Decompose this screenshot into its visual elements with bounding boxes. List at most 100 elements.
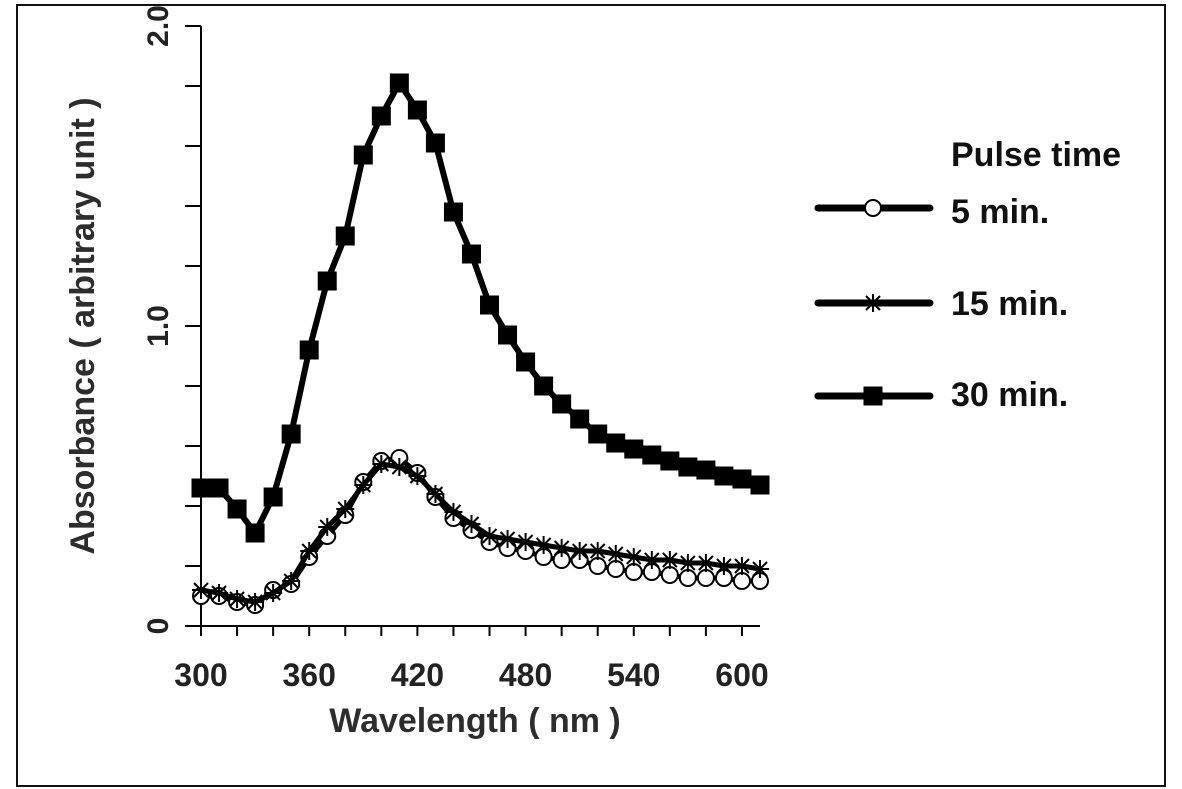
asterisk-stroke	[590, 543, 606, 559]
legend-marker-circle	[864, 199, 882, 217]
asterisk-stroke	[571, 543, 588, 559]
y-tick-label: 1.0	[142, 305, 175, 347]
x-tick-label: 480	[499, 657, 552, 693]
legend-label: 30 min.	[951, 376, 1068, 414]
data-point-30-min-	[299, 340, 319, 360]
data-point-30-min-	[353, 145, 373, 165]
data-point-30-min-	[606, 433, 626, 453]
data-point-15-min-	[552, 539, 571, 557]
data-point-15-min-	[678, 554, 697, 572]
asterisk-stroke	[517, 534, 534, 550]
asterisk-stroke	[716, 558, 732, 574]
data-point-15-min-	[516, 533, 535, 551]
data-point-30-min-	[371, 106, 391, 126]
data-point-30-min-	[317, 271, 337, 291]
data-point-30-min-	[227, 499, 247, 519]
data-point-15-min-	[318, 518, 337, 536]
x-tick-label: 540	[607, 657, 660, 693]
data-point-30-min-	[750, 475, 770, 495]
data-point-30-min-	[660, 451, 680, 471]
asterisk-stroke	[355, 477, 371, 493]
data-point-30-min-	[389, 73, 409, 93]
asterisk-stroke	[734, 558, 750, 574]
asterisk-stroke	[391, 459, 408, 475]
asterisk-stroke	[644, 552, 660, 568]
data-point-15-min-	[606, 545, 625, 563]
asterisk-stroke	[662, 552, 678, 568]
data-point-30-min-	[714, 466, 734, 486]
data-point-30-min-	[624, 439, 644, 459]
data-point-30-min-	[263, 487, 283, 507]
legend-marker-asterisk	[864, 294, 882, 312]
data-point-30-min-	[461, 244, 481, 264]
asterisk-stroke	[698, 555, 714, 571]
data-point-30-min-	[732, 469, 752, 489]
asterisk-stroke	[499, 531, 516, 547]
data-point-30-min-	[191, 478, 211, 498]
data-point-15-min-	[210, 584, 229, 602]
asterisk-stroke	[193, 582, 209, 598]
data-point-15-min-	[660, 551, 679, 569]
data-point-30-min-	[696, 460, 716, 480]
x-tick-label: 300	[174, 657, 227, 693]
legend-marker-square	[863, 386, 883, 406]
asterisk-stroke	[481, 528, 498, 544]
asterisk-stroke	[445, 504, 462, 520]
data-point-15-min-	[714, 557, 733, 575]
data-point-30-min-	[335, 226, 355, 246]
data-point-15-min-	[192, 581, 210, 599]
asterisk-stroke	[865, 295, 881, 311]
data-point-30-min-	[443, 202, 463, 222]
data-point-30-min-	[588, 424, 608, 444]
asterisk-stroke	[463, 516, 480, 532]
data-point-15-min-	[246, 593, 265, 611]
asterisk-stroke	[409, 468, 426, 484]
data-point-15-min-	[751, 560, 769, 578]
asterisk-stroke	[626, 549, 642, 565]
data-point-15-min-	[624, 548, 643, 566]
asterisk-stroke	[319, 519, 335, 535]
asterisk-stroke	[373, 456, 390, 472]
data-point-5-min-	[588, 557, 607, 575]
data-point-15-min-	[300, 542, 319, 560]
data-point-15-min-	[228, 590, 247, 608]
asterisk-stroke	[265, 585, 281, 601]
data-point-15-min-	[498, 530, 517, 548]
data-point-15-min-	[480, 527, 499, 545]
data-point-15-min-	[390, 458, 409, 476]
data-point-30-min-	[281, 424, 301, 444]
y-tick-label: 2.0	[142, 5, 175, 47]
asterisk-stroke	[229, 591, 245, 607]
data-point-30-min-	[534, 376, 554, 396]
data-point-30-min-	[209, 478, 229, 498]
data-point-30-min-	[425, 133, 445, 153]
data-point-5-min-	[732, 572, 751, 590]
asterisk-stroke	[427, 486, 444, 502]
data-point-5-min-	[696, 569, 715, 587]
data-point-30-min-	[570, 409, 590, 429]
data-point-15-min-	[408, 467, 427, 485]
data-point-15-min-	[426, 485, 445, 503]
data-point-15-min-	[534, 536, 553, 554]
x-axis-title: Wavelength ( nm )	[329, 702, 621, 740]
asterisk-stroke	[283, 573, 299, 589]
data-point-15-min-	[462, 515, 481, 533]
asterisk-stroke	[553, 540, 570, 556]
data-point-30-min-	[245, 523, 265, 543]
data-point-5-min-	[678, 569, 697, 587]
data-point-15-min-	[282, 572, 301, 590]
data-point-30-min-	[407, 100, 427, 120]
data-point-30-min-	[552, 394, 572, 414]
data-point-15-min-	[444, 503, 463, 521]
legend-label: 5 min.	[951, 193, 1049, 231]
asterisk-stroke	[301, 543, 317, 559]
asterisk-stroke	[680, 555, 696, 571]
y-axis-title: Absorbance ( arbitrary unit )	[64, 97, 102, 554]
data-point-30-min-	[678, 457, 698, 477]
x-tick-label: 420	[391, 657, 444, 693]
data-point-15-min-	[696, 554, 715, 572]
data-point-5-min-	[624, 563, 643, 581]
data-point-30-min-	[516, 352, 536, 372]
asterisk-stroke	[337, 501, 353, 517]
